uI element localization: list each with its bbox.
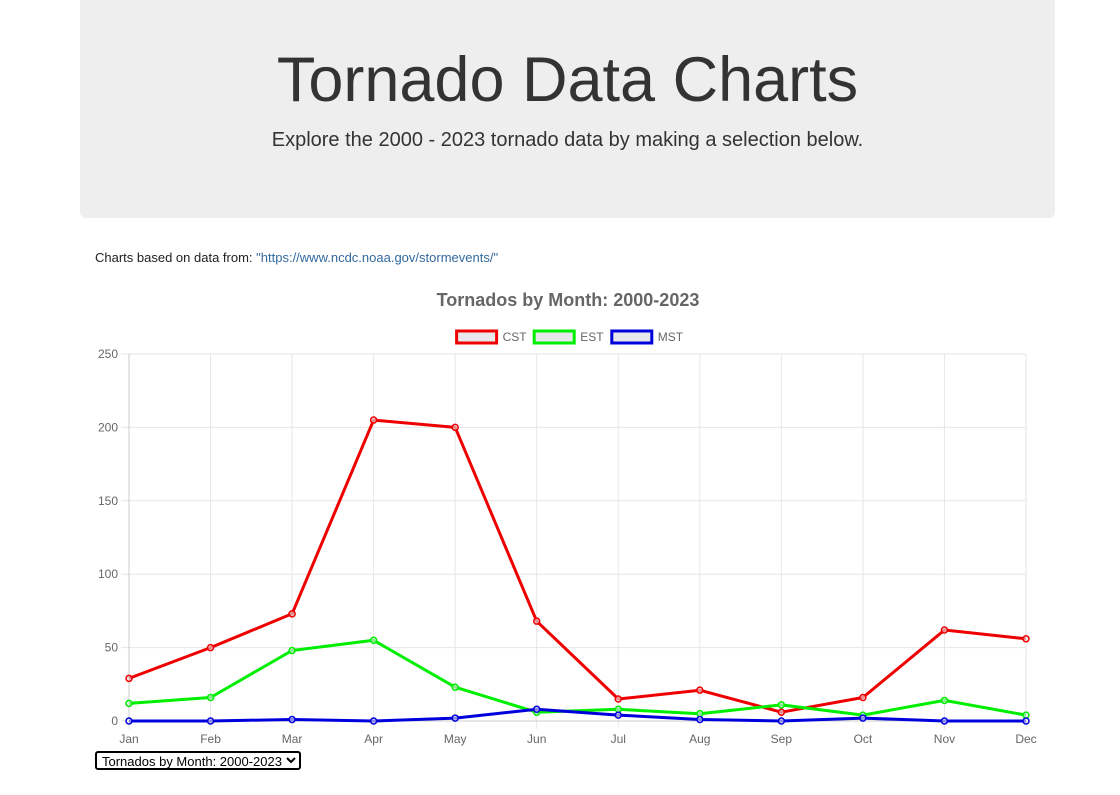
x-tick-label: Dec — [1015, 732, 1036, 746]
data-point-mst — [206, 717, 215, 725]
data-point-mst — [614, 711, 623, 719]
y-tick-label: 250 — [98, 347, 118, 361]
x-tick-label: Apr — [364, 732, 383, 746]
data-point-est — [206, 693, 215, 702]
page-title: Tornado Data Charts — [276, 45, 859, 115]
data-point-est — [940, 696, 949, 705]
data-source-note: Charts based on data from: "https://www.… — [95, 250, 498, 265]
x-tick-label: Jun — [527, 732, 546, 746]
chart-title: Tornados by Month: 2000-2023 — [437, 290, 700, 310]
series-line-mst — [129, 707, 1026, 723]
y-tick-label: 200 — [98, 420, 118, 434]
header-panel: Tornado Data Charts Explore the 2000 - 2… — [80, 0, 1055, 218]
data-point-mst — [859, 714, 867, 722]
y-tick-label: 0 — [111, 714, 118, 728]
series-line-est — [128, 638, 1027, 717]
x-tick-label: May — [444, 732, 467, 746]
data-point-cst — [125, 674, 133, 683]
data-point-est — [125, 699, 133, 708]
data-point-cst — [1022, 635, 1030, 643]
data-point-est — [369, 636, 378, 645]
data-point-est — [1022, 711, 1030, 719]
data-point-cst — [451, 423, 459, 432]
data-point-est — [451, 683, 459, 691]
data-point-est — [614, 705, 623, 714]
source-prefix: Charts based on data from: — [95, 250, 257, 265]
data-point-mst — [1022, 717, 1030, 725]
x-tick-label: Mar — [282, 732, 303, 746]
chart-selector-wrap: Tornados by Month: 2000-2023 — [95, 751, 301, 771]
data-point-cst — [696, 686, 704, 694]
x-tick-label: Oct — [854, 732, 873, 746]
data-point-cst — [288, 610, 296, 618]
y-tick-label: 150 — [98, 494, 118, 508]
data-point-mst — [777, 717, 786, 725]
data-point-cst — [940, 626, 949, 634]
legend-swatch-cst — [455, 329, 499, 345]
data-point-cst — [777, 708, 786, 716]
data-point-mst — [125, 717, 133, 725]
legend-label-mst: MST — [658, 330, 684, 344]
x-tick-label: Sep — [771, 732, 793, 746]
tornado-line-chart: Tornados by Month: 2000-2023 CST EST MST 0 50… — [98, 290, 1037, 746]
data-point-mst — [369, 717, 378, 725]
legend-swatch-est — [532, 329, 576, 345]
data-point-mst — [451, 714, 459, 722]
data-point-mst — [940, 717, 949, 725]
page-subtitle: Explore the 2000 - 2023 tornado data by … — [271, 129, 864, 151]
legend-label-est: EST — [580, 330, 604, 344]
y-tick-label: 50 — [105, 641, 119, 655]
data-point-mst — [288, 715, 296, 724]
series-line-cst — [128, 418, 1027, 714]
data-point-est — [777, 701, 786, 709]
x-tick-label: Aug — [689, 732, 710, 746]
x-tick-label: Jan — [119, 732, 138, 746]
data-point-est — [696, 709, 704, 718]
x-tick-label: Feb — [200, 732, 221, 746]
legend-label-cst: CST — [503, 330, 528, 344]
legend-swatch-mst — [610, 329, 654, 345]
x-tick-label: Jul — [611, 732, 626, 746]
data-point-cst — [206, 643, 215, 652]
data-point-cst — [532, 617, 541, 625]
data-point-cst — [614, 695, 623, 703]
data-point-mst — [532, 705, 541, 714]
data-point-est — [288, 646, 296, 655]
data-point-cst — [369, 416, 378, 424]
y-tick-label: 100 — [98, 567, 118, 581]
chart-selector[interactable]: Tornados by Month: 2000-2023 — [95, 751, 301, 770]
x-tick-label: Nov — [934, 732, 955, 746]
data-point-mst — [696, 715, 704, 724]
source-link[interactable]: "https://www.ncdc.noaa.gov/stormevents/" — [256, 250, 499, 265]
data-point-cst — [859, 693, 867, 702]
